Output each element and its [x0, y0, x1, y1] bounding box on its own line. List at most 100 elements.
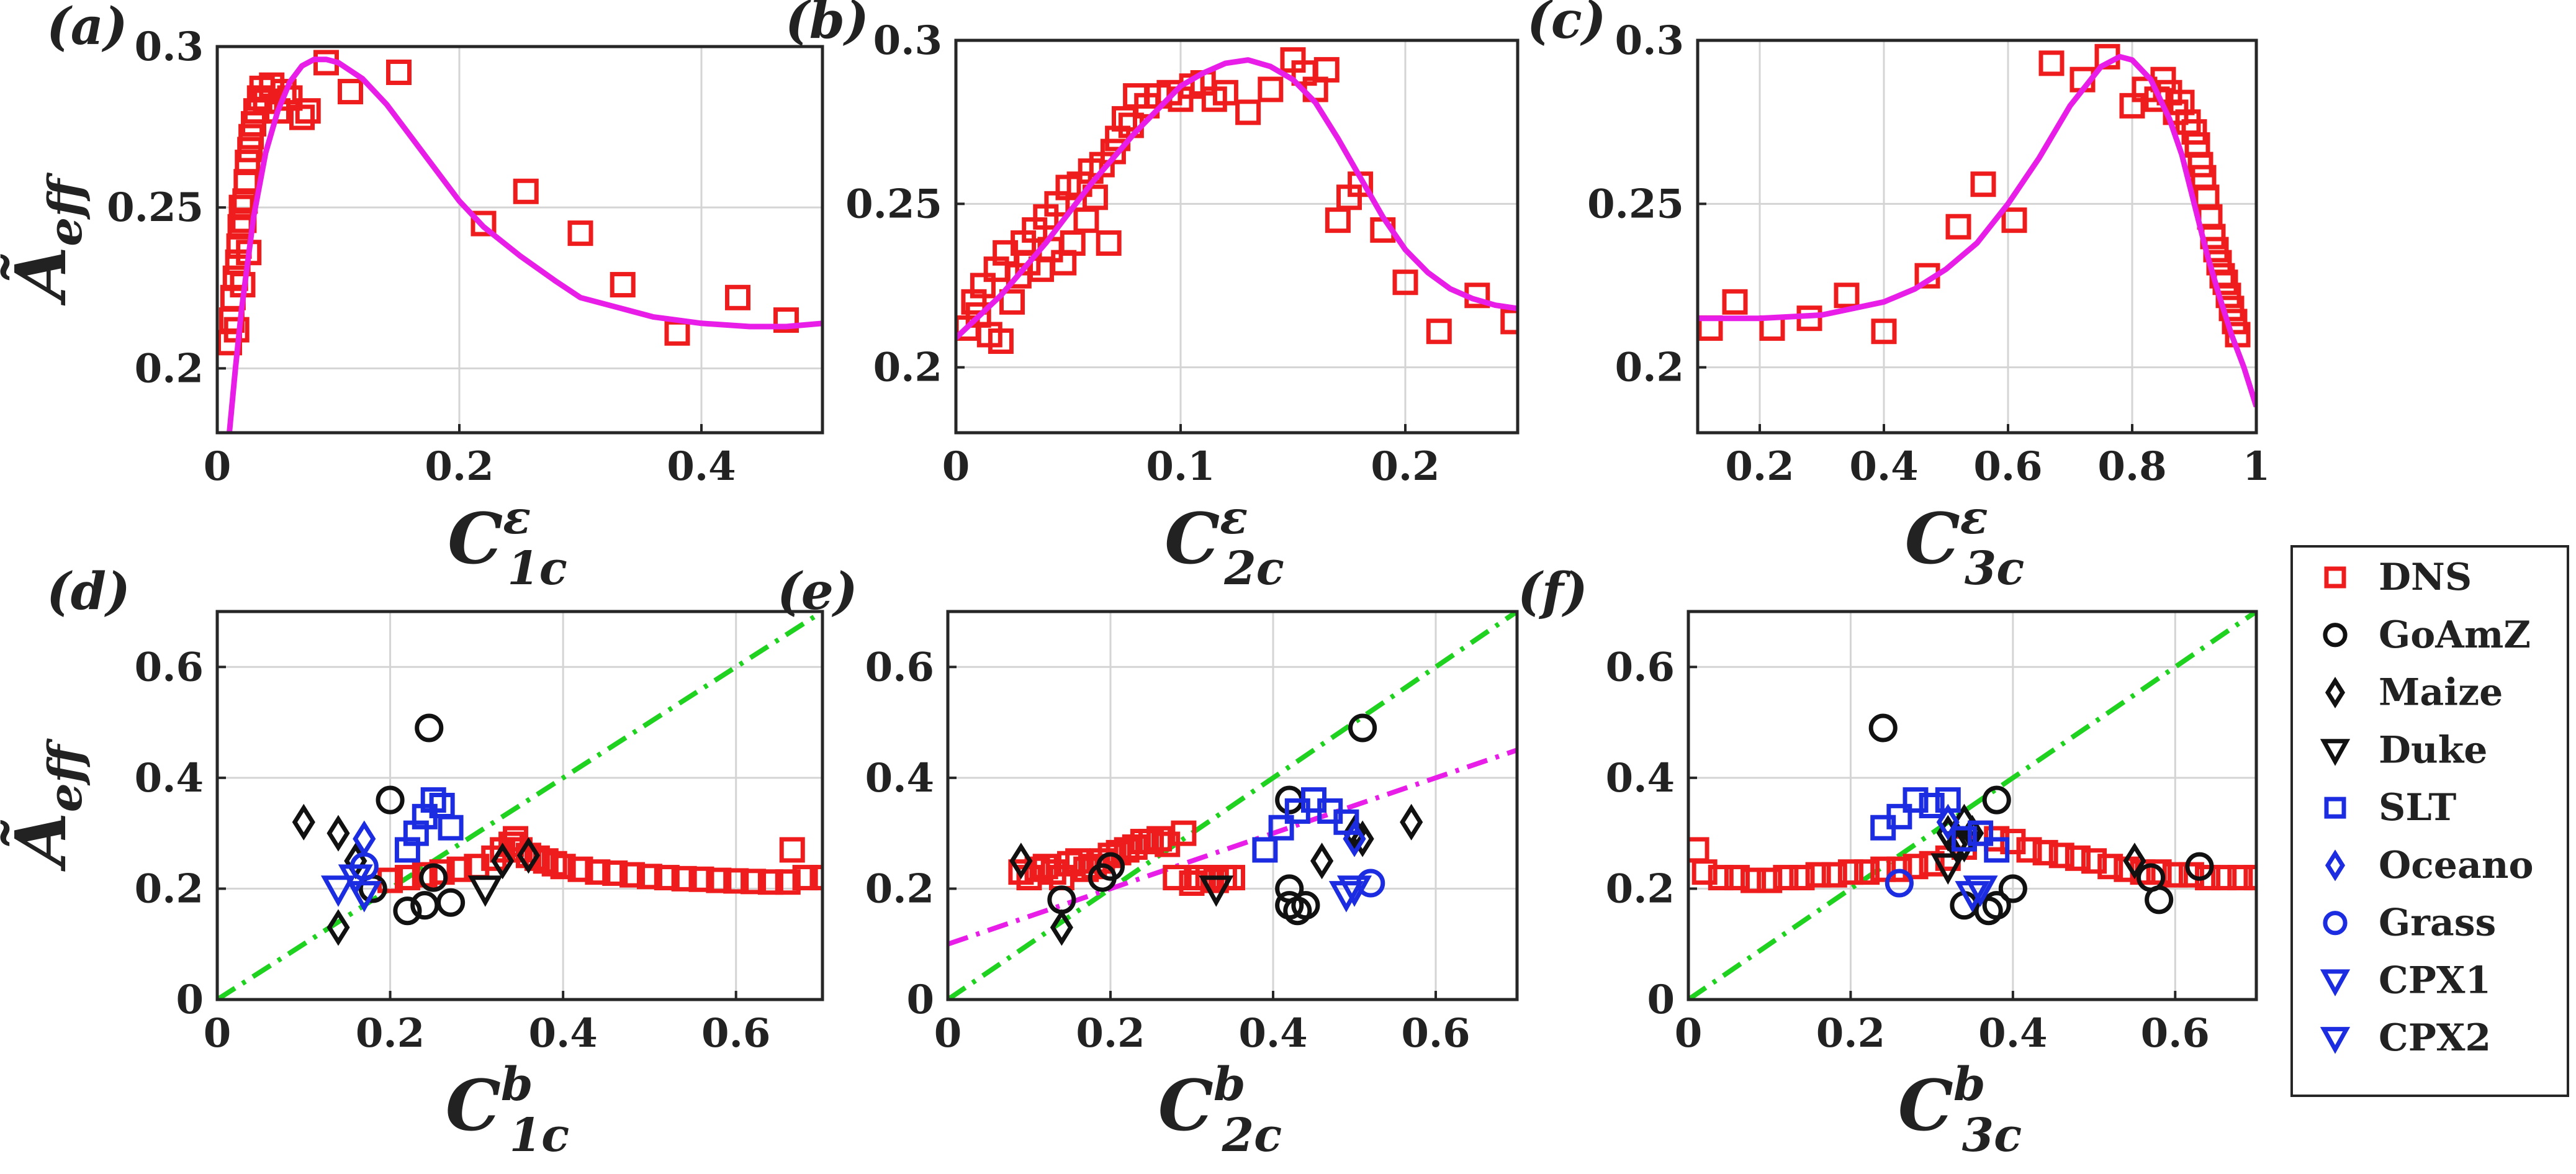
data-layer — [956, 47, 1518, 354]
x-tick-label: 0 — [934, 1010, 962, 1057]
data-point — [2227, 865, 2253, 891]
y-tick-label: 0.3 — [1615, 17, 1684, 64]
data-point — [1724, 865, 1750, 891]
data-point — [2187, 151, 2213, 178]
data-layer — [948, 612, 1517, 1000]
x-axis-label: Cε 3c — [1905, 491, 2025, 595]
data-point — [550, 854, 576, 880]
data-point — [1009, 842, 1033, 880]
x-tick-label: 0 — [1675, 1010, 1703, 1057]
x-tick-label: 0.2 — [356, 1010, 425, 1057]
panel-b: 0 0.1 0.2 0.2 0.25 0.3(b) Cε 2c — [785, 0, 1520, 595]
data-point — [1060, 230, 1086, 256]
data-point — [292, 803, 315, 841]
data-point — [1982, 785, 2011, 815]
data-point — [238, 124, 264, 150]
y-tick-label: 0.4 — [135, 755, 204, 801]
series-duke — [467, 875, 503, 907]
data-point — [1089, 848, 1115, 874]
data-point — [1082, 184, 1108, 210]
x-tick-label: 0.2 — [1816, 1010, 1885, 1057]
legend-box — [2290, 545, 2569, 1097]
panel-label: (e) — [777, 562, 858, 621]
series-cpx2 — [1963, 875, 1998, 907]
data-point — [1333, 809, 1359, 835]
data-point — [320, 875, 356, 907]
y-tick-label: 0.6 — [865, 644, 934, 690]
legend-marker-tri-down — [2320, 739, 2351, 766]
data-point — [1310, 842, 1334, 880]
data-point — [1919, 851, 1945, 877]
data-point — [567, 856, 593, 882]
reference-line — [217, 612, 822, 1000]
legend-marker-tri-down — [2320, 969, 2351, 996]
panel-e: 0 0.2 0.4 0.600.20.40.6(e)Cb 2c — [777, 562, 1519, 1162]
data-point — [1903, 854, 1929, 880]
data-layer — [1698, 43, 2256, 408]
panel-label: (b) — [785, 0, 869, 50]
y-tick-label: 0 — [906, 977, 934, 1023]
fit-curve — [956, 57, 1518, 340]
x-tick-label: 0.4 — [528, 1010, 597, 1057]
x-axis-label: Cb 1c — [446, 1058, 569, 1162]
data-point — [1268, 815, 1294, 841]
data-point — [1868, 713, 1898, 743]
data-point — [567, 220, 593, 246]
data-point — [327, 815, 350, 852]
data-point — [1291, 891, 1320, 920]
plot-frame — [946, 610, 1519, 1001]
data-point — [585, 859, 611, 885]
data-point — [1348, 713, 1377, 743]
data-point — [1122, 834, 1148, 860]
fit-curve — [1698, 53, 2256, 408]
legend-entry: Grass — [2323, 901, 2496, 945]
data-point — [2123, 842, 2146, 880]
panel-label: (f) — [1518, 562, 1588, 621]
legend-marker-diamond — [2325, 849, 2346, 882]
y-tick-label: 0.2 — [135, 345, 204, 392]
x-tick-label: 1 — [2243, 443, 2271, 490]
x-tick-label: 0 — [942, 443, 970, 490]
data-point — [1258, 76, 1284, 102]
data-point — [1885, 869, 1914, 898]
data-point — [1138, 829, 1164, 855]
data-point — [970, 273, 996, 299]
data-point — [491, 842, 515, 880]
data-point — [2038, 50, 2065, 76]
x-tick-label: 0.6 — [1401, 1010, 1470, 1057]
legend-label: CPX2 — [2379, 1016, 2491, 1060]
data-point — [2211, 865, 2237, 891]
data-point — [1392, 269, 1418, 296]
plot-frame — [1696, 38, 2258, 435]
data-point — [1982, 891, 2011, 920]
data-point — [2016, 837, 2042, 863]
data-point — [671, 865, 697, 892]
data-point — [1050, 909, 1073, 946]
series-goamz — [1868, 713, 2214, 926]
y-tick-label: 0.6 — [135, 644, 204, 690]
y-tick-label: 0.25 — [845, 181, 942, 227]
data-point — [1008, 859, 1034, 885]
data-point — [1886, 803, 1912, 829]
y-tick-label: 0.2 — [1606, 865, 1675, 912]
data-point — [295, 98, 321, 124]
data-point — [2065, 845, 2091, 871]
plot-frame — [1687, 610, 2258, 1001]
data-point — [1773, 865, 1799, 891]
data-point — [1963, 875, 1998, 907]
series-maize — [1009, 803, 1423, 946]
data-point — [1343, 820, 1366, 857]
data-point — [386, 59, 412, 85]
data-point — [338, 864, 373, 896]
y-axis-label: Ãeff — [0, 738, 92, 872]
data-point — [1834, 282, 1860, 309]
data-point — [1944, 826, 1968, 863]
data-point — [773, 307, 799, 333]
data-point — [2181, 119, 2207, 145]
y-tick-label: 0 — [1647, 977, 1675, 1023]
plot-area — [217, 47, 822, 433]
data-layer — [217, 612, 822, 1000]
legend-label: CPX1 — [2379, 959, 2491, 1002]
data-point — [394, 865, 420, 891]
